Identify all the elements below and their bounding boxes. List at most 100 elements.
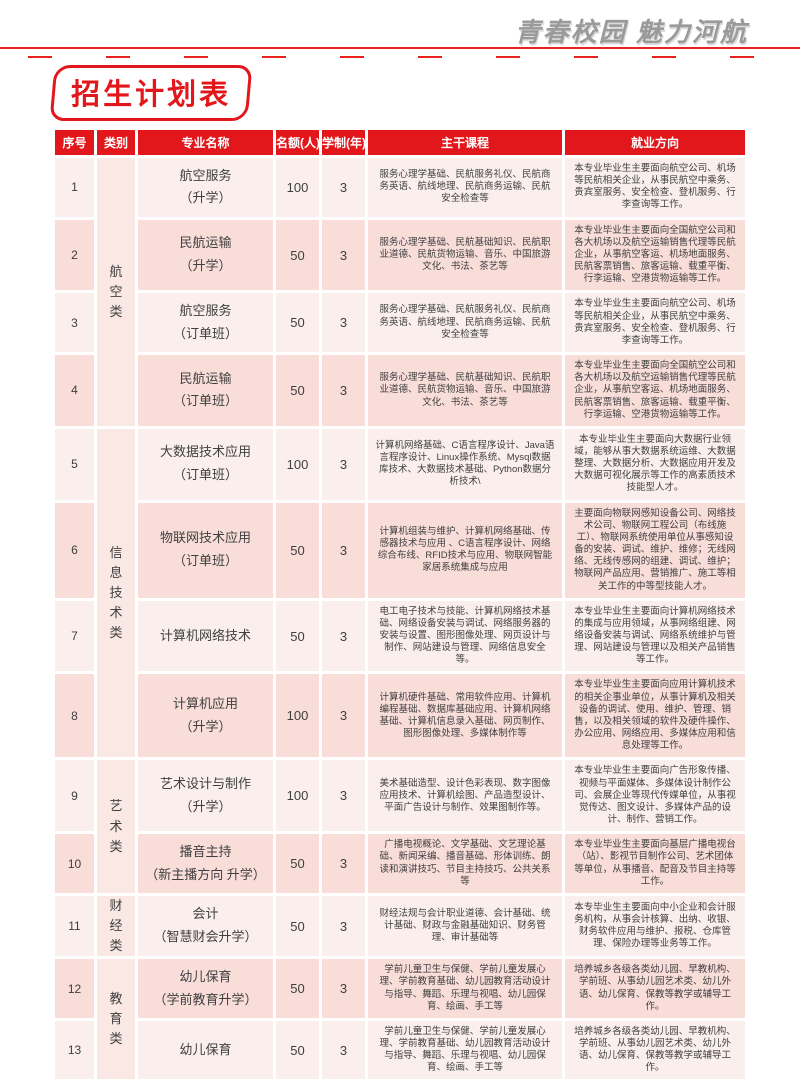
- major-name-cell: 航空服务 （升学）: [138, 158, 273, 217]
- table-row: 13 幼儿保育 50 3 学前儿童卫生与保健、学前儿童发展心理、学前教育基础、幼儿园教育…: [55, 1020, 745, 1080]
- top-divider-dashed: [0, 56, 800, 58]
- major-name: 计算机应用: [172, 696, 238, 712]
- courses-cell: 服务心理学基础、民航服务礼仪、民航商务英语、航线地理、民航商务运输、民航安全检查…: [368, 293, 562, 353]
- title-stamp: 招生计划表: [49, 65, 253, 121]
- major-track: （学前教育升学）: [153, 991, 258, 1007]
- employment-cell: 本专业毕业生主要面向计算机网络技术的集成与应用领域，从事网络组建、网络设备安装与…: [565, 600, 745, 672]
- courses-cell: 电工电子技术与技能、计算机网络技术基础、网络设备安装与调试、网络服务器的安装与设…: [368, 600, 562, 672]
- top-divider-solid: [0, 47, 800, 49]
- category-cell: 信 息 技 术 类: [97, 428, 135, 758]
- column-header: 就业方向: [565, 130, 745, 155]
- major-track: （升学）: [179, 190, 232, 206]
- major-name: 幼儿保育: [179, 1041, 232, 1057]
- major-name-cell: 计算机应用 （升学）: [138, 674, 273, 758]
- quota-cell: 50: [276, 502, 319, 598]
- employment-cell: 本专业毕业生主要面向全国航空公司和各大机场以及航空运输销售代理等民航企业，从事航…: [565, 219, 745, 291]
- major-name: 大数据技术应用: [159, 444, 251, 460]
- employment-cell: 本专业毕业生主要面向基层广播电视台（站）、影视节目制作公司、艺术团体等单位，从事…: [565, 834, 745, 893]
- major-name: 播音主持: [179, 843, 232, 859]
- quota-cell: 100: [276, 674, 319, 758]
- major-name-cell: 物联网技术应用 （订单班）: [138, 502, 273, 598]
- major-name: 航空服务: [179, 302, 232, 318]
- employment-cell: 本专业毕业生主要面向航空公司、机场等民航相关企业，从事民航空中乘务、贵宾室服务、…: [565, 293, 745, 353]
- major-name-cell: 幼儿保育: [138, 1020, 273, 1080]
- employment-cell: 本专毕业生主要面向中小企业和会计服务机构，从事会计核算、出纳、收银、财务软件应用…: [565, 895, 745, 957]
- major-name: 计算机网络技术: [159, 627, 251, 643]
- table-row: 6 物联网技术应用 （订单班） 50 3 计算机组装与维护、计算机网络基础、传感器技术与应…: [55, 502, 745, 598]
- major-name: 物联网技术应用: [159, 530, 251, 546]
- years-cell: 3: [322, 355, 365, 426]
- courses-cell: 财经法规与会计职业道德、会计基础、统计基础、财政与金融基础知识、财务管理、审计基…: [368, 895, 562, 957]
- quota-cell: 100: [276, 760, 319, 832]
- employment-cell: 本专业毕业生主要面向航空公司、机场等民航相关企业，从事民航空中乘务、贵宾室服务、…: [565, 158, 745, 217]
- quota-cell: 100: [276, 428, 319, 500]
- major-name-cell: 航空服务 （订单班）: [138, 293, 273, 353]
- table-row: 4 民航运输 （订单班） 50 3 服务心理学基础、民航基础知识、民航职业道德、民航货物运…: [55, 355, 745, 426]
- years-cell: 3: [322, 895, 365, 957]
- table-row: 8 计算机应用 （升学） 100 3 计算机硬件基础、常用软件应用、计算机编程基础、数据库…: [55, 674, 745, 758]
- courses-cell: 学前儿童卫生与保健、学前儿童发展心理、学前教育基础、幼儿园教育活动设计与指导、舞…: [368, 1020, 562, 1080]
- major-track: （升学）: [179, 258, 232, 274]
- major-track: （升学）: [179, 718, 232, 734]
- table-header-row: 序号 类别 专业名称 名额(人) 学制(年) 主干课程 就业方向: [55, 130, 745, 155]
- major-name-cell: 大数据技术应用 （订单班）: [138, 428, 273, 500]
- row-number-cell: 5: [55, 428, 94, 500]
- quota-cell: 50: [276, 219, 319, 291]
- major-track: （订单班）: [172, 467, 238, 483]
- years-cell: 3: [322, 502, 365, 598]
- major-name-cell: 会计 （智慧财会升学）: [138, 895, 273, 957]
- courses-cell: 计算机组装与维护、计算机网络基础、传感器技术与应用 、C语言程序设计、网络综合布…: [368, 502, 562, 598]
- row-number-cell: 1: [55, 158, 94, 217]
- row-number-cell: 2: [55, 219, 94, 291]
- courses-cell: 美术基础造型、设计色彩表现、数字图像应用技术、计算机绘图、产品造型设计、平面广告…: [368, 760, 562, 832]
- row-number-cell: 3: [55, 293, 94, 353]
- major-name-cell: 播音主持 （新主播方向 升学）: [138, 834, 273, 893]
- quota-cell: 50: [276, 600, 319, 672]
- row-number-cell: 8: [55, 674, 94, 758]
- major-name: 民航运输: [179, 235, 232, 251]
- major-track: （订单班）: [172, 325, 238, 341]
- employment-cell: 本专业毕业生主要面向全国航空公司和各大机场以及航空运输销售代理等民航企业，从事航…: [565, 355, 745, 426]
- row-number-cell: 7: [55, 600, 94, 672]
- major-name: 幼儿保育: [179, 968, 232, 984]
- quota-cell: 50: [276, 895, 319, 957]
- years-cell: 3: [322, 1020, 365, 1080]
- major-name-cell: 民航运输 （升学）: [138, 219, 273, 291]
- table-row: 10 播音主持 （新主播方向 升学） 50 3 广播电视概论、文学基础、文艺理论基础、新闻…: [55, 834, 745, 893]
- category-cell: 教 育 类: [97, 959, 135, 1080]
- table-row: 12 教 育 类幼儿保育 （学前教育升学） 50 3 学前儿童卫生与保健、学前儿童发展心理…: [55, 959, 745, 1080]
- employment-cell: 培养城乡各级各类幼儿园、早教机构、学前班、从事幼儿园艺术类、幼儿外语、幼儿保育、…: [565, 959, 745, 1018]
- courses-cell: 广播电视概论、文学基础、文艺理论基础、新闻采编、播音基础、形体训练、朗读和演讲技…: [368, 834, 562, 893]
- employment-cell: 本专业毕业生主要面向大数据行业领域，能够从事大数据系统运维、大数据整理、大数据分…: [565, 428, 745, 500]
- column-header: 专业名称: [138, 130, 273, 155]
- courses-cell: 计算机网络基础、C语言程序设计、Java语言程序设计、Linux操作系统、Mys…: [368, 428, 562, 500]
- employment-cell: 主要面向物联网感知设备公司、网络技术公司、物联网工程公司（布线施工）、物联网系统…: [565, 502, 745, 598]
- major-track: （智慧财会升学）: [153, 929, 258, 945]
- row-number-cell: 11: [55, 895, 94, 957]
- column-header: 主干课程: [368, 130, 562, 155]
- promise-section: 学校承诺 学生学完规定课程，成绩合格后由学校颁发国家承认学历的中专证书,考取相关…: [0, 1082, 800, 1089]
- quota-cell: 50: [276, 293, 319, 353]
- column-header: 名额(人): [276, 130, 320, 155]
- years-cell: 3: [322, 760, 365, 832]
- courses-cell: 计算机硬件基础、常用软件应用、计算机编程基础、数据库基础应用、计算机网络基础、计…: [368, 674, 562, 758]
- quota-cell: 100: [276, 158, 319, 217]
- employment-cell: 培养城乡各级各类幼儿园、早教机构、学前班、从事幼儿园艺术类、幼儿外语、幼儿保育、…: [565, 1020, 745, 1080]
- quota-cell: 50: [276, 834, 319, 893]
- major-name-cell: 艺术设计与制作 （升学）: [138, 760, 273, 832]
- years-cell: 3: [322, 834, 365, 893]
- row-number-cell: 10: [55, 834, 94, 893]
- row-number-cell: 4: [55, 355, 94, 426]
- employment-cell: 本专业毕业生主要面向广告形象传播、视频与平面媒体、多媒体设计制作公司、会展企业等…: [565, 760, 745, 832]
- table-row: 3 航空服务 （订单班） 50 3 服务心理学基础、民航服务礼仪、民航商务英语、航线地理、…: [55, 293, 745, 353]
- courses-cell: 学前儿童卫生与保健、学前儿童发展心理、学前教育基础、幼儿园教育活动设计与指导、舞…: [368, 959, 562, 1018]
- row-number-cell: 6: [55, 502, 94, 598]
- column-header: 类别: [97, 130, 135, 155]
- years-cell: 3: [322, 600, 365, 672]
- row-number-cell: 13: [55, 1020, 94, 1080]
- major-name: 民航运输: [179, 370, 232, 386]
